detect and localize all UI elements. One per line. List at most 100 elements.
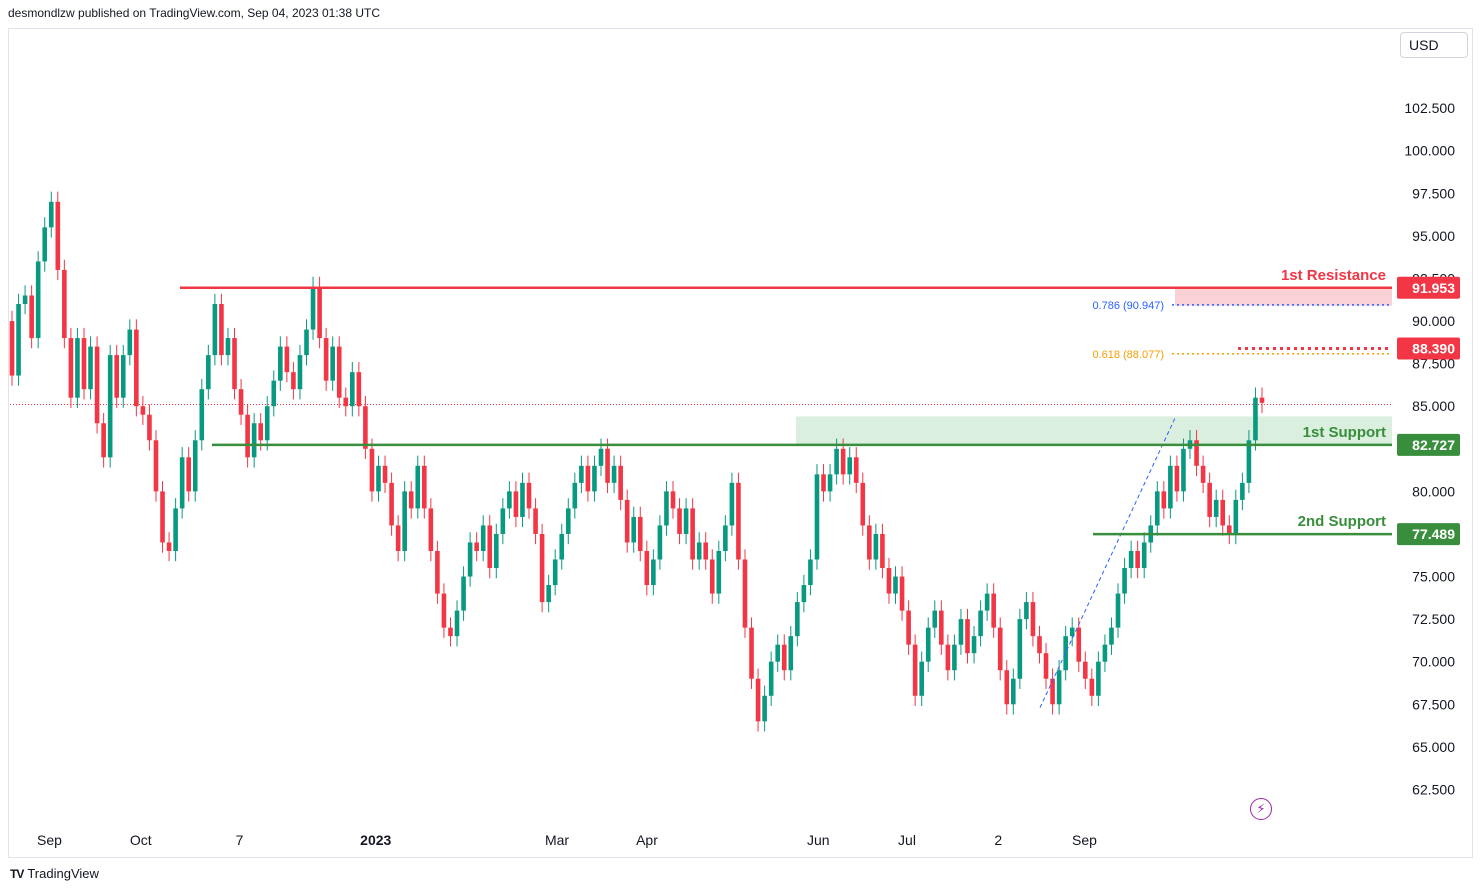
- candle-body: [853, 457, 859, 483]
- candle: [880, 523, 885, 579]
- candle-body: [1089, 678, 1095, 696]
- candle-body: [696, 542, 702, 560]
- chart-frame: [8, 28, 1473, 858]
- price-tick: 95.000: [1412, 228, 1455, 244]
- candle: [572, 472, 578, 519]
- candle-body: [716, 550, 722, 594]
- candle: [435, 540, 440, 604]
- lightning-icon[interactable]: ⚡: [1250, 798, 1272, 820]
- candle: [441, 583, 447, 638]
- candle: [873, 523, 879, 570]
- candle: [520, 472, 525, 528]
- candle-body: [1253, 397, 1258, 441]
- candle-body: [906, 610, 911, 645]
- candle: [991, 583, 996, 638]
- candle: [1135, 540, 1140, 579]
- candle: [1043, 642, 1049, 689]
- candle-body: [29, 295, 34, 339]
- candle-body: [677, 508, 682, 534]
- candle: [186, 447, 192, 502]
- trend-line: [1039, 417, 1176, 708]
- candle-body: [395, 525, 401, 551]
- price-tick: 97.500: [1412, 185, 1455, 201]
- resistance-badge-bg: [1397, 276, 1460, 299]
- candle: [304, 319, 309, 366]
- candle: [637, 506, 643, 562]
- candle: [1233, 489, 1239, 545]
- candle: [232, 327, 237, 400]
- candle: [278, 336, 283, 391]
- candle-body: [1240, 482, 1245, 500]
- candle: [179, 447, 185, 519]
- candle-body: [723, 525, 728, 551]
- candle: [1024, 591, 1029, 630]
- candle-body: [585, 465, 591, 492]
- currency-selector[interactable]: USD: [1400, 32, 1468, 58]
- candle-body: [997, 627, 1003, 671]
- candle-body: [101, 423, 106, 458]
- time-tick: 7: [236, 832, 244, 848]
- target-badge-bg: [1397, 337, 1460, 360]
- candle-body: [958, 619, 964, 645]
- candle-body: [814, 474, 820, 560]
- candle: [408, 481, 414, 519]
- candle-body: [258, 423, 263, 441]
- candle-body: [709, 559, 715, 594]
- candle-body: [160, 491, 165, 543]
- candle: [762, 685, 767, 732]
- candle-body: [448, 627, 453, 637]
- candle-body: [206, 355, 211, 390]
- candle: [932, 600, 938, 638]
- candle-body: [932, 610, 938, 628]
- candle: [853, 447, 859, 494]
- candle: [480, 515, 486, 562]
- candle-body: [343, 397, 349, 407]
- candle-body: [356, 372, 362, 407]
- candle-body: [1154, 491, 1160, 526]
- candle-body: [480, 525, 486, 551]
- candle: [579, 455, 584, 494]
- candle: [238, 378, 244, 425]
- candle: [657, 515, 663, 570]
- candle: [834, 438, 839, 485]
- candle-body: [173, 508, 178, 551]
- candle-body: [134, 329, 139, 407]
- price-tick: 62.500: [1412, 781, 1455, 797]
- candle-body: [428, 508, 434, 551]
- candle-body: [389, 482, 394, 526]
- resistance-badge-text: 91.953: [1412, 280, 1455, 296]
- candle-body: [598, 448, 604, 466]
- candle: [723, 515, 728, 562]
- candle-body: [48, 201, 54, 228]
- time-tick: Apr: [636, 832, 658, 848]
- candle-body: [147, 414, 152, 441]
- candle: [192, 430, 198, 502]
- candle-body: [284, 346, 290, 373]
- candle-body: [801, 585, 807, 603]
- candle: [389, 472, 394, 536]
- candle: [68, 327, 74, 408]
- candle-body: [1004, 670, 1010, 705]
- candle-body: [834, 448, 839, 475]
- candle: [1213, 489, 1219, 528]
- candle: [1050, 668, 1055, 715]
- candle-body: [742, 559, 748, 628]
- candle-body: [1096, 661, 1101, 696]
- price-tick: 85.000: [1412, 398, 1455, 414]
- candle: [533, 498, 538, 545]
- candle-body: [1220, 499, 1226, 526]
- candle: [245, 404, 250, 468]
- candle-body: [579, 465, 584, 483]
- resistance-zone: [1175, 287, 1392, 306]
- price-tick: 72.500: [1412, 611, 1455, 627]
- candle: [795, 591, 800, 647]
- candle: [101, 413, 106, 468]
- candle: [402, 481, 407, 562]
- footer-brand: TradingView: [27, 866, 99, 881]
- candle-body: [199, 389, 205, 441]
- candle: [939, 600, 944, 655]
- zones-layer: [10, 287, 1392, 445]
- candle-body: [474, 542, 479, 551]
- candle-body: [788, 636, 794, 671]
